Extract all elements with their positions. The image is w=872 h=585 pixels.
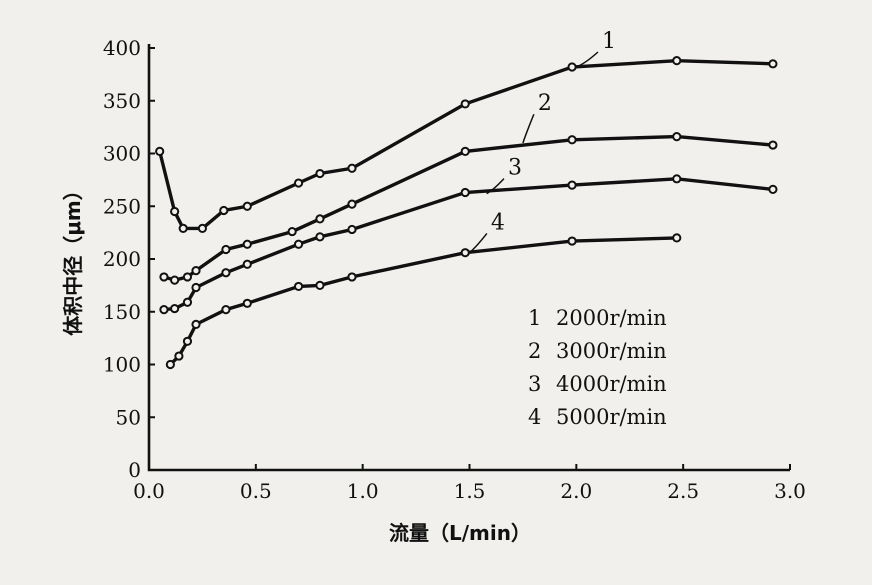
series-4-point: [315, 280, 325, 290]
series-3-label: 3: [508, 156, 522, 181]
y-tick-label: 0: [128, 458, 141, 482]
series-3-point: [768, 184, 778, 194]
series-2-point: [672, 132, 682, 142]
y-tick-label: 250: [103, 194, 141, 218]
series-1-point: [768, 59, 778, 69]
legend-entry-number: 4: [528, 405, 541, 429]
series-1-point: [219, 205, 229, 216]
x-tick-label: 1.0: [347, 479, 379, 503]
series-1-leader: [576, 51, 599, 68]
series-2-line: [163, 134, 774, 282]
series-2-point: [768, 140, 778, 150]
series-4-point: [191, 319, 201, 330]
series-2-point: [221, 244, 231, 255]
series-3-leader: [486, 178, 505, 195]
legend-entry-number: 3: [528, 372, 541, 396]
ticks: 0 50 100 150 200 250 300 350 400 0.0 0.5 1.0 1.5 2.0 2…: [103, 36, 806, 503]
series-4-point: [672, 233, 682, 243]
series-1-point: [293, 178, 304, 188]
series-4-point: [242, 298, 252, 308]
series-3-point: [672, 174, 682, 184]
series-4-point: [347, 272, 357, 282]
legend-entry-text: 5000r/min: [556, 405, 667, 429]
series-1-label: 1: [602, 29, 616, 54]
series-3-point: [347, 224, 357, 235]
series-1-point: [242, 201, 252, 211]
axes: [147, 44, 790, 472]
plot-axis-frame: [147, 44, 790, 472]
y-tick-label: 400: [103, 36, 141, 60]
series-4-point: [221, 305, 231, 315]
series-2-point: [191, 266, 201, 276]
series-1-point: [672, 56, 682, 66]
legend-entry-text: 2000r/min: [556, 306, 667, 330]
series-2-point: [567, 135, 577, 145]
series-4-point: [460, 248, 470, 258]
series-2-point: [287, 226, 297, 237]
series-2-leader: [522, 113, 535, 144]
legend-entry-text: 4000r/min: [556, 372, 667, 396]
series-4-point: [567, 236, 577, 246]
x-tick-label: 1.5: [454, 479, 486, 503]
series-4-point: [174, 351, 184, 361]
x-tick-label: 0.5: [240, 479, 272, 503]
series-1-point: [567, 62, 577, 72]
series-3-line: [163, 177, 774, 312]
x-tick-label: 0.0: [133, 479, 165, 503]
series-3-point: [293, 239, 304, 249]
legend-entry-number: 1: [528, 306, 541, 330]
series-4-point: [165, 359, 175, 370]
x-tick-label: 2.0: [560, 479, 592, 503]
series-labels: 1 2 3 4: [469, 29, 616, 254]
y-tick-label: 50: [116, 405, 141, 429]
x-axis-title: 流量（L/min）: [389, 521, 531, 545]
series-1-point: [460, 99, 470, 109]
series-2-point: [182, 272, 193, 282]
series-1-point: [315, 168, 325, 179]
series-2-label: 2: [538, 91, 552, 116]
series-2-point: [242, 239, 252, 249]
legend: 1 2000r/min 2 3000r/min 3 4000r/min 4 5000r/min: [528, 306, 667, 429]
series-1-point: [170, 206, 180, 217]
series-4-label: 4: [491, 210, 505, 235]
series-2-point: [170, 275, 180, 285]
x-tick-label: 3.0: [774, 479, 806, 503]
series-points: [155, 56, 778, 370]
series-1-line: [158, 58, 773, 231]
y-tick-label: 200: [103, 247, 141, 271]
series-1-point: [178, 223, 188, 234]
y-tick-label: 150: [103, 300, 141, 324]
series-3-point: [242, 259, 252, 269]
y-tick-label: 350: [103, 89, 141, 113]
series-1-point: [347, 163, 357, 173]
series-2-point: [347, 199, 357, 209]
series-3-point: [170, 303, 180, 314]
series-2-point: [460, 146, 470, 156]
series-1-point: [155, 146, 165, 156]
series-3-point: [159, 305, 169, 315]
series-4-point: [182, 336, 193, 346]
series-2-point: [315, 214, 325, 224]
series-1-point: [197, 223, 208, 234]
series-3-point: [460, 187, 470, 198]
y-axis-title: 体积中径（μm）: [61, 180, 85, 336]
series-3-point: [315, 232, 325, 242]
series-3-point: [221, 268, 231, 278]
series-4-point: [293, 281, 304, 292]
legend-entry-number: 2: [528, 339, 541, 363]
series-4-leader: [469, 232, 488, 254]
series-2-point: [159, 272, 169, 282]
y-tick-label: 300: [103, 142, 141, 166]
x-tick-label: 2.5: [667, 479, 699, 503]
legend-entry-text: 3000r/min: [556, 339, 667, 363]
series-3-point: [182, 297, 193, 307]
series-3-point: [567, 180, 577, 190]
y-tick-label: 100: [103, 353, 141, 377]
series-3-point: [191, 282, 201, 293]
